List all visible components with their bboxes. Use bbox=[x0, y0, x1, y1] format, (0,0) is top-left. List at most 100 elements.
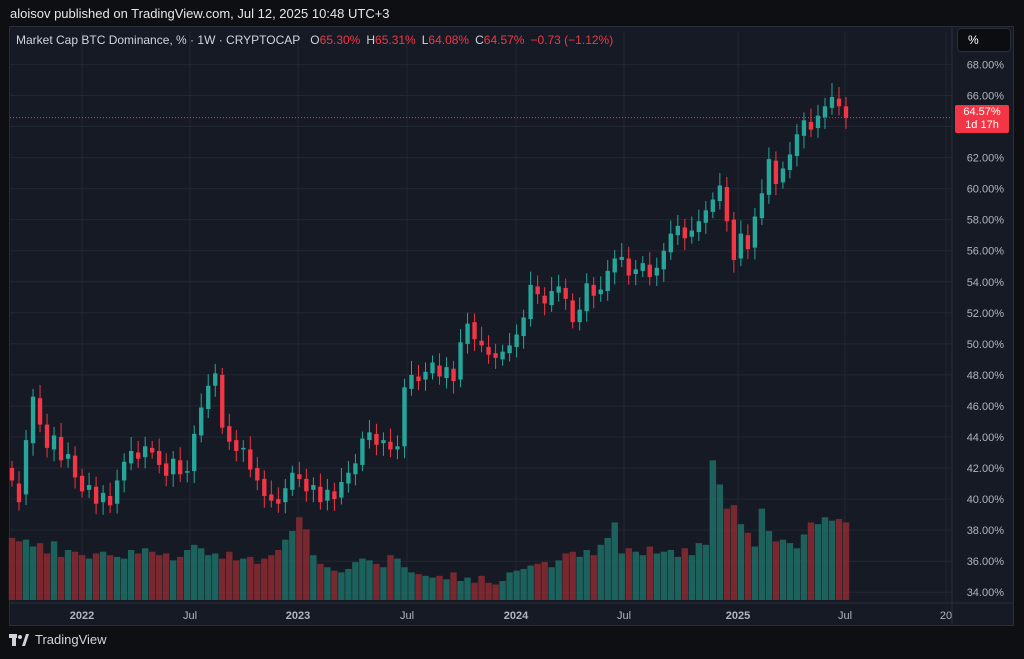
volume-bar bbox=[646, 546, 653, 600]
candle-body bbox=[227, 426, 232, 442]
publisher-line: aloisov published on TradingView.com, Ju… bbox=[10, 5, 390, 21]
y-tick-label: 62.00% bbox=[967, 153, 1005, 165]
tradingview-logo-icon bbox=[9, 633, 29, 646]
volume-bar bbox=[352, 562, 359, 600]
volume-bar bbox=[205, 555, 212, 600]
candle-body bbox=[409, 374, 414, 389]
candle-body bbox=[234, 440, 239, 451]
volume-bar bbox=[576, 556, 583, 600]
volume-bar bbox=[176, 556, 184, 600]
legend-low-value: 64.08% bbox=[428, 33, 470, 47]
candle-body bbox=[521, 317, 526, 337]
volume-bar bbox=[338, 572, 345, 600]
legend-open-value: 65.30% bbox=[319, 33, 361, 47]
x-tick-label: Jul bbox=[838, 610, 852, 622]
volume-bar bbox=[85, 558, 93, 600]
volume-bar bbox=[821, 517, 829, 600]
candle-body bbox=[276, 499, 281, 504]
candle-body bbox=[192, 433, 197, 472]
volume-bar bbox=[380, 567, 387, 600]
legend-high-label: H bbox=[366, 33, 376, 47]
candle-body bbox=[360, 438, 365, 465]
volume-bar bbox=[667, 550, 674, 600]
volume-bar bbox=[709, 460, 717, 600]
volume-bar bbox=[212, 553, 219, 600]
candle-body bbox=[563, 287, 568, 299]
candle-body bbox=[577, 309, 582, 323]
volume-bar bbox=[688, 555, 696, 600]
candle-body bbox=[339, 482, 344, 498]
candle-body bbox=[437, 365, 442, 377]
percent-scale-label: % bbox=[968, 33, 979, 47]
footer-brand[interactable]: TradingView bbox=[9, 632, 107, 647]
y-tick-label: 42.00% bbox=[967, 463, 1005, 475]
volume-bar bbox=[141, 548, 149, 600]
candle-body bbox=[822, 106, 828, 118]
volume-bar bbox=[29, 546, 37, 600]
candle-body bbox=[451, 368, 456, 382]
candle-body bbox=[675, 225, 680, 236]
bar-countdown: 1d 17h bbox=[965, 119, 999, 131]
volume-bar bbox=[786, 543, 794, 600]
volume-bar bbox=[464, 577, 471, 600]
candle-body bbox=[570, 300, 575, 323]
volume-bar bbox=[632, 551, 639, 600]
candle-body bbox=[269, 494, 274, 501]
volume-bar bbox=[148, 551, 156, 600]
volume-bar bbox=[611, 522, 618, 600]
candle-body bbox=[500, 351, 505, 360]
volume-bar bbox=[772, 541, 780, 600]
y-tick-label: 50.00% bbox=[967, 339, 1005, 351]
volume-bar bbox=[240, 558, 247, 600]
candle-body bbox=[100, 492, 106, 503]
legend-symbol: Market Cap BTC Dominance, % · 1W · CRYPT… bbox=[16, 33, 301, 47]
x-tick-label: 2024 bbox=[504, 610, 529, 622]
volume-bar bbox=[268, 555, 275, 600]
candle-body bbox=[815, 115, 821, 129]
volume-bar bbox=[835, 518, 843, 600]
candle-body bbox=[304, 478, 309, 492]
volume-bar bbox=[78, 555, 86, 600]
candle-body bbox=[640, 263, 645, 271]
volume-bar bbox=[583, 550, 590, 600]
candle-body bbox=[213, 373, 218, 386]
volume-bar bbox=[415, 574, 422, 600]
candle-body bbox=[416, 376, 421, 382]
candle-body bbox=[591, 284, 596, 296]
candle-body bbox=[703, 210, 709, 223]
candle-body bbox=[430, 362, 435, 374]
candle-body bbox=[367, 432, 372, 441]
candle-body bbox=[542, 295, 547, 304]
volume-bar bbox=[534, 563, 541, 600]
volume-bar bbox=[422, 575, 429, 600]
volume-bar bbox=[779, 539, 787, 600]
volume-bar bbox=[765, 531, 773, 600]
y-tick-label: 36.00% bbox=[967, 556, 1005, 568]
volume-bar bbox=[660, 551, 667, 600]
percent-scale-button[interactable]: % bbox=[957, 28, 1011, 52]
volume-bar bbox=[751, 546, 759, 600]
candle-body bbox=[402, 387, 407, 447]
x-tick-label: 2023 bbox=[286, 610, 310, 622]
candle-body bbox=[107, 495, 113, 506]
candle-body bbox=[724, 187, 730, 222]
candle-body bbox=[23, 440, 29, 495]
candle-body bbox=[766, 159, 772, 195]
x-tick-label: Jul bbox=[183, 610, 197, 622]
candle-body bbox=[773, 160, 779, 184]
volume-bar bbox=[261, 558, 268, 600]
candle-body bbox=[72, 455, 78, 478]
candle-body bbox=[668, 233, 673, 253]
candle-body bbox=[633, 269, 638, 274]
candle-body bbox=[157, 450, 162, 465]
symbol-legend: Market Cap BTC Dominance, % · 1W · CRYPT… bbox=[16, 33, 613, 47]
candle-body bbox=[325, 489, 330, 501]
candle-body bbox=[654, 267, 659, 276]
volume-bar bbox=[513, 570, 520, 600]
volume-bar bbox=[408, 572, 415, 600]
volume-bar bbox=[555, 560, 562, 600]
volume-bar bbox=[71, 551, 79, 600]
top-bar: aloisov published on TradingView.com, Ju… bbox=[0, 0, 1024, 26]
candle-body bbox=[486, 346, 491, 355]
